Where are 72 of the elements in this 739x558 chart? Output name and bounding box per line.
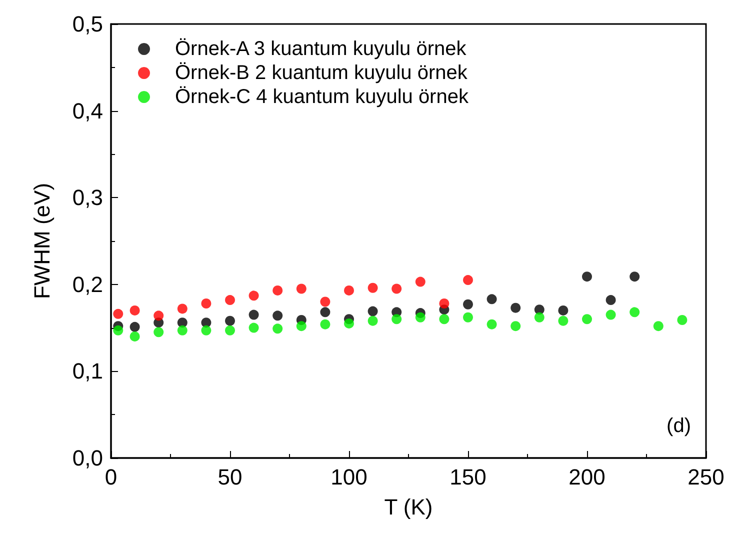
point: [320, 307, 330, 318]
point: [177, 325, 188, 336]
x-tick-label: 200: [568, 464, 606, 490]
point: [606, 295, 616, 306]
point: [558, 316, 568, 326]
x-tick-label: 150: [450, 464, 486, 490]
x-tick-label: 250: [688, 464, 724, 490]
point: [113, 325, 124, 336]
point: [177, 304, 188, 314]
point: [248, 290, 259, 301]
point: [225, 316, 235, 326]
point: [653, 321, 664, 332]
y-axis-title: FWHM (eV): [30, 182, 54, 300]
point: [154, 327, 164, 338]
point: [344, 285, 354, 296]
point: [558, 305, 568, 316]
x-axis-title: T (K): [384, 494, 433, 520]
point: [154, 310, 164, 321]
point: [463, 299, 473, 310]
point: [225, 325, 235, 336]
point: [225, 295, 235, 306]
point: [201, 325, 212, 336]
point: [130, 331, 140, 342]
x-tick-label: 50: [218, 464, 242, 490]
point: [486, 319, 497, 330]
x-tick-label: 100: [330, 464, 368, 490]
point: [130, 305, 140, 316]
point: [248, 310, 259, 320]
point: [486, 294, 497, 304]
point: [272, 310, 283, 321]
point: [344, 318, 354, 328]
point: [606, 310, 616, 320]
y-tick-label: 0,0: [72, 446, 103, 470]
point: [368, 282, 378, 293]
point: [130, 322, 140, 332]
point: [272, 285, 283, 296]
point: [439, 298, 450, 308]
point: [320, 296, 330, 307]
point: [415, 312, 426, 322]
point: [510, 321, 521, 332]
y-tick-label: 0,3: [72, 185, 103, 210]
annotation: (d): [666, 415, 692, 437]
y-tick-label: 0,5: [72, 12, 103, 36]
point: [582, 272, 592, 282]
point: [392, 314, 402, 324]
y-tick-label: 0,4: [72, 98, 103, 124]
point: [320, 319, 330, 330]
point: [534, 312, 544, 322]
point: [415, 276, 426, 287]
point: [113, 308, 124, 319]
legend-label: Örnek-C 4 kuantum kuyulu örnek: [175, 86, 470, 108]
legend-label: Örnek-A 3 kuantum kuyulu örnek: [175, 38, 468, 60]
point: [272, 324, 283, 334]
point: [463, 275, 473, 286]
point: [248, 322, 259, 333]
point: [368, 306, 378, 316]
point: [368, 316, 378, 326]
legend-label: Örnek-B 2 kuantum kuyulu örnek: [175, 62, 468, 84]
point: [677, 314, 688, 325]
y-tick-label: 0,2: [72, 272, 103, 297]
point: [439, 314, 450, 324]
point: [296, 321, 306, 332]
point: [201, 298, 212, 308]
point: [510, 302, 521, 313]
y-tick-label: 0,1: [72, 358, 103, 384]
point: [630, 272, 640, 282]
point: [630, 307, 640, 318]
point: [296, 284, 306, 294]
point: [392, 284, 402, 294]
point: [582, 314, 592, 324]
point: [463, 312, 473, 322]
x-tick-label: 0: [104, 464, 118, 490]
